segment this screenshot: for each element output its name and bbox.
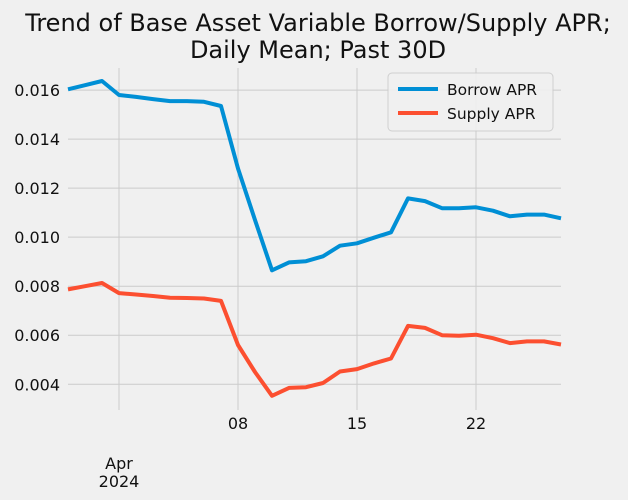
- y-tick-label: 0.014: [14, 130, 60, 149]
- series-lines: [67, 79, 562, 398]
- legend-label-supply-apr: Supply APR: [447, 105, 536, 123]
- series-line-supply-apr: [67, 281, 562, 398]
- x-tick-label: 08: [228, 414, 248, 433]
- y-tick-label: 0.006: [14, 326, 60, 345]
- legend-label-borrow-apr: Borrow APR: [447, 81, 537, 99]
- y-tick-label: 0.010: [14, 228, 60, 247]
- x-tick-label: Apr: [105, 454, 133, 473]
- y-tick-label: 0.012: [14, 179, 60, 198]
- chart-title-line-2: Daily Mean; Past 30D: [190, 36, 446, 64]
- x-tick-sublabel: 2024: [99, 472, 140, 491]
- y-tick-label: 0.008: [14, 277, 60, 296]
- axis-ticks: 0.004 0.006 0.008 0.010 0.012 0.014 0.016 Apr20…: [14, 81, 486, 491]
- series-line-borrow-apr: [67, 79, 562, 273]
- y-tick-label: 0.004: [14, 375, 60, 394]
- x-tick-label: 22: [466, 414, 486, 433]
- legend: Borrow APR Supply APR: [387, 72, 554, 132]
- x-tick-label: 15: [347, 414, 367, 433]
- chart-title-line-1: Trend of Base Asset Variable Borrow/Supp…: [24, 9, 611, 37]
- y-tick-label: 0.016: [14, 81, 60, 100]
